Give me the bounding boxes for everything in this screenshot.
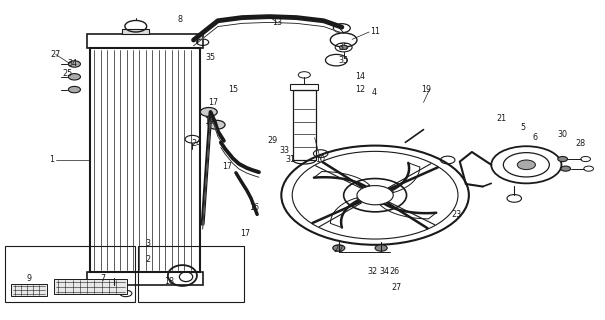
Text: 17: 17 [222,162,232,171]
Text: 7: 7 [100,274,105,283]
Circle shape [68,61,80,67]
Text: 28: 28 [576,140,586,148]
Text: 9: 9 [27,274,31,283]
Text: 27: 27 [391,284,401,292]
Bar [11,284,47,296]
Text: 19: 19 [204,117,214,126]
Text: 8: 8 [178,15,183,24]
Circle shape [333,245,345,251]
Bar [87,34,203,48]
Text: 14: 14 [355,72,365,81]
Text: 2: 2 [146,255,151,264]
Bar [293,90,316,160]
Text: 34: 34 [379,268,389,276]
Text: 33: 33 [280,146,289,155]
Text: 22: 22 [334,245,344,254]
Bar [87,272,203,285]
Circle shape [375,245,387,251]
Circle shape [200,108,217,116]
Text: 16: 16 [249,204,259,212]
Text: 15: 15 [228,85,238,94]
Text: 10: 10 [316,156,325,164]
Circle shape [208,120,225,129]
Text: 32: 32 [367,268,377,276]
Text: 21: 21 [496,114,506,123]
Text: 35: 35 [339,56,348,65]
Circle shape [561,166,571,171]
Text: 27: 27 [51,50,60,59]
Circle shape [339,45,348,50]
Text: 26: 26 [390,268,399,276]
Circle shape [68,86,80,93]
Text: 31: 31 [286,156,295,164]
Circle shape [517,160,535,170]
Bar [54,279,127,294]
Text: 18: 18 [165,277,174,286]
Bar [90,48,200,272]
Text: 13: 13 [272,18,282,27]
Bar [5,246,135,302]
Text: 6: 6 [533,133,538,142]
Text: 4: 4 [371,88,376,97]
Text: 19: 19 [422,85,431,94]
Text: 23: 23 [452,210,462,219]
Text: 1: 1 [49,156,54,164]
Text: 3: 3 [146,239,151,248]
Text: 34: 34 [68,60,77,68]
Text: 11: 11 [370,28,380,36]
Circle shape [558,156,567,162]
Circle shape [68,74,80,80]
Text: 35: 35 [339,44,348,52]
Bar [290,84,318,90]
Text: 35: 35 [206,53,215,62]
Text: 29: 29 [267,136,277,145]
Text: 24: 24 [192,140,201,148]
Bar [138,246,244,302]
Text: 30: 30 [558,130,567,139]
Text: 25: 25 [63,69,73,78]
Text: 5: 5 [521,124,526,132]
Text: 17: 17 [240,229,250,238]
Bar [122,29,149,34]
Text: 12: 12 [355,85,365,94]
Text: 17: 17 [209,98,218,107]
